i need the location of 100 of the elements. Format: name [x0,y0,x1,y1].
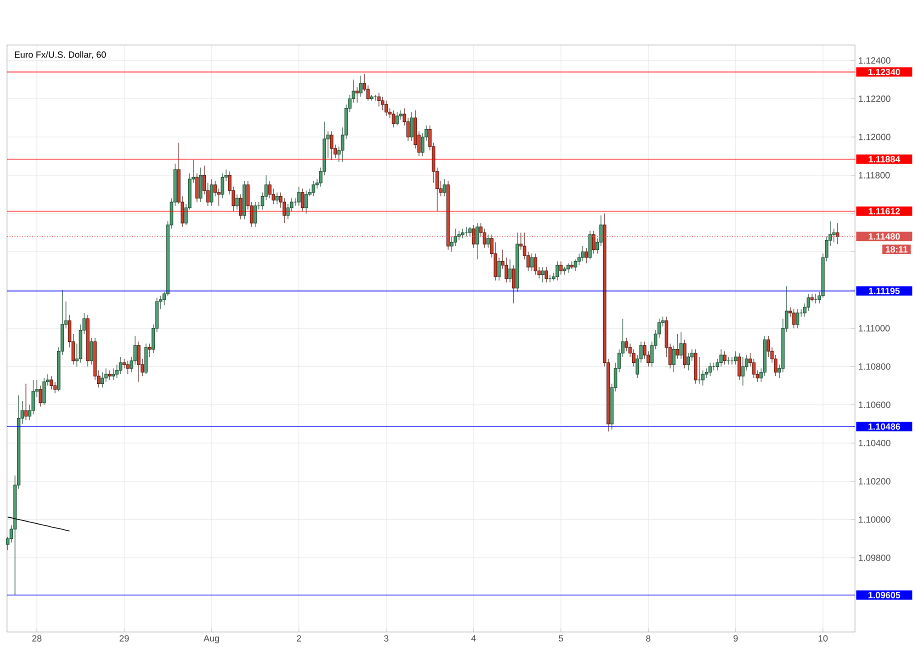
candlestick [304,190,308,214]
candlestick [104,368,108,382]
y-tick-label: 1.12200 [858,96,890,102]
candlestick [42,378,46,406]
candlestick [556,261,559,281]
ref-line-label: 1.11195 [869,288,900,294]
candlestick [592,230,596,254]
y-tick-label: 1.11800 [858,172,890,178]
candlestick [716,358,720,371]
candlestick [574,259,578,272]
y-tick-label: 1.10800 [858,363,890,370]
candlestick [410,112,414,142]
candlestick [330,130,334,160]
candlestick [686,352,690,371]
candlestick [395,112,399,126]
text: Euro Fx/U.S. Dollar, 60 [14,51,106,59]
x-tick-label: 4 [471,635,476,642]
candlestick [508,259,512,283]
candlestick [198,167,202,202]
candlestick [384,100,388,116]
y-tick-label: 1.12000 [858,134,890,140]
y-tick-label: 1.09800 [858,554,890,561]
candlestick [723,350,726,365]
candlestick [741,356,745,386]
candlestick [676,334,680,360]
candlestick [377,92,381,107]
ref-line-label: 1.09605 [868,592,900,598]
x-tick-label: 9 [734,635,738,642]
candlestick [275,192,279,204]
candlestick [792,308,796,329]
candlestick [672,345,676,373]
candlestick [708,362,712,376]
x-tick-label: 29 [120,635,129,642]
candlestick [210,178,214,206]
candlestick [126,360,130,374]
candlestick [468,226,472,237]
ref-line-label: 1.11480 [868,233,900,240]
candlestick [148,343,152,358]
y-tick-label: 1.12400 [858,57,890,64]
candlestick [312,180,316,197]
candlestick [562,266,566,276]
candlestick [581,246,584,262]
ref-line-label: 1.11612 [868,208,900,214]
candlestick [472,224,476,248]
candlestick [100,372,104,388]
x-tick-label: 10 [818,635,828,642]
candlestick [548,274,552,283]
candlestick [457,230,461,241]
candlestick [486,234,490,248]
candlestick [588,230,592,260]
ref-line-label: 1.11884 [868,156,900,162]
candlestick [238,194,242,220]
y-tick-label: 1.11000 [858,325,890,332]
candlestick [624,338,628,352]
ref-line-label: 1.12340 [868,68,900,76]
candlestick [530,253,534,272]
x-tick-label: 8 [646,635,650,642]
x-tick-label: 28 [32,635,42,642]
candlestick [738,352,741,380]
candlestick [541,266,544,283]
x-tick-label: Aug [204,635,219,644]
candlestick [137,341,140,382]
candlestick [24,383,28,420]
x-tick-label: 5 [558,635,564,642]
candlestick [690,349,694,362]
candlestick [90,338,94,365]
candlestick [359,75,362,98]
candlestick [719,349,723,367]
y-tick-label: 1.10600 [858,402,890,408]
candlestick [534,253,538,276]
candlestick [497,257,501,281]
candlestick [297,186,301,206]
candlestick [53,382,57,394]
candlestick [442,178,446,197]
candlestick [679,332,683,360]
candlestick [544,266,548,283]
candlestick [559,261,563,276]
candlestick [683,339,686,369]
y-tick-label: 1.10000 [858,516,890,523]
candlestick [734,350,738,365]
candlestick [460,228,464,239]
candlestick [108,370,112,380]
candlestick [512,264,516,304]
candlestick [300,188,304,212]
candlestick [118,356,122,374]
candlestick [38,385,42,407]
candlestick [704,368,708,378]
candlestick [112,368,115,380]
candlestick [50,376,54,390]
candlestick [476,222,479,260]
candlestick [796,308,800,329]
candlestick [584,248,588,264]
x-tick-label: 3 [384,635,388,642]
y-tick-label: 1.10200 [858,478,890,484]
candlestick [355,86,359,103]
candlestick [810,294,814,302]
candlestick [392,110,396,128]
y-tick-label: 1.10400 [858,440,890,446]
ref-line-label: 1.10486 [868,423,900,430]
x-tick-label: 2 [296,635,301,642]
